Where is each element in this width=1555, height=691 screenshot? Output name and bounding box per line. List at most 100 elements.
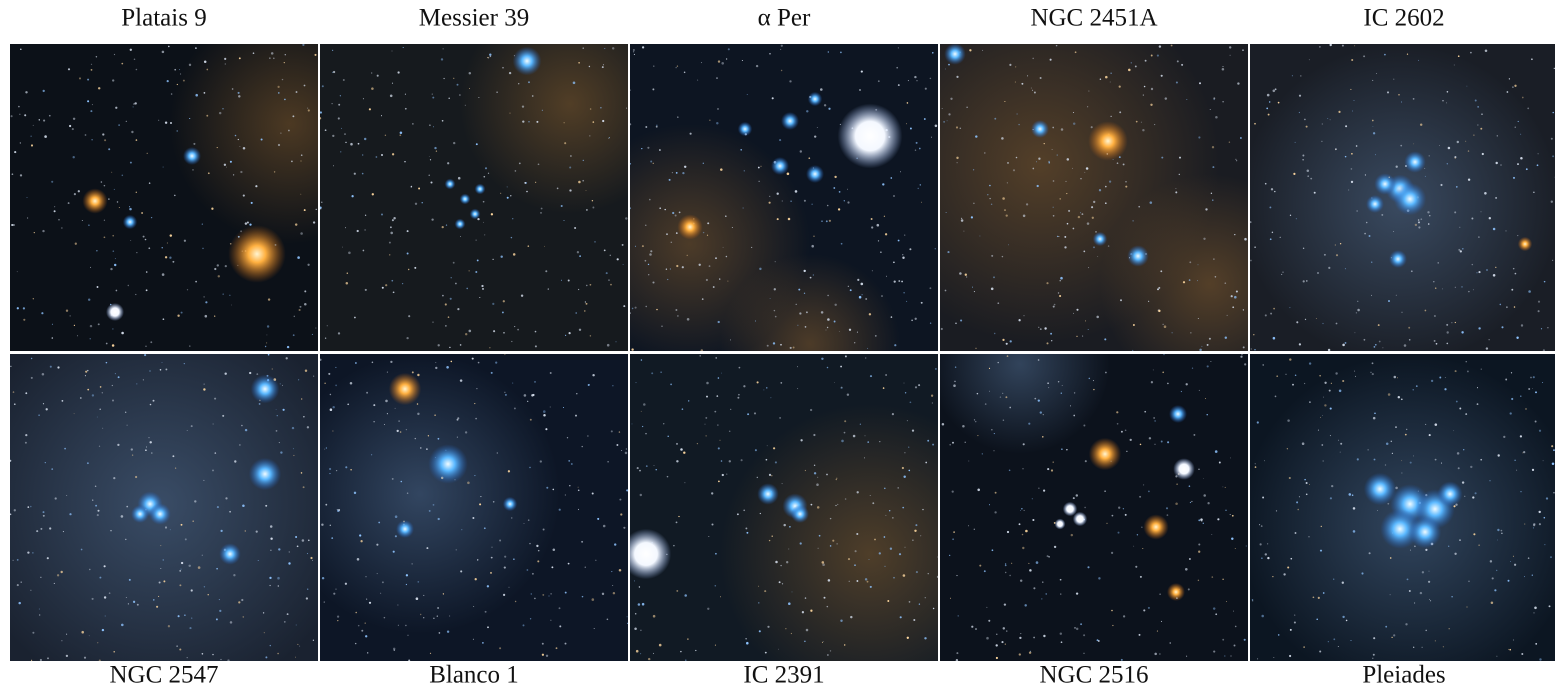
star: [899, 616, 902, 619]
star: [1053, 303, 1056, 306]
star: [1163, 325, 1167, 328]
star: [768, 201, 771, 204]
star: [1395, 294, 1397, 296]
star: [1506, 91, 1509, 93]
star: [1372, 79, 1374, 81]
star: [467, 481, 470, 485]
star: [640, 653, 642, 655]
star: [1454, 286, 1456, 288]
bright-star-glow: [677, 214, 703, 240]
star: [1429, 215, 1431, 217]
image-panel: [320, 44, 628, 351]
bright-star-glow: [183, 147, 201, 165]
star: [1468, 580, 1470, 583]
star: [84, 375, 86, 377]
star: [886, 275, 887, 277]
star: [1019, 579, 1023, 582]
star: [472, 638, 474, 640]
star: [170, 122, 172, 124]
star: [537, 163, 540, 166]
star: [177, 615, 180, 618]
star: [1287, 566, 1290, 569]
star: [142, 379, 144, 381]
star: [371, 361, 374, 364]
star: [794, 190, 798, 193]
star: [919, 184, 922, 186]
star: [1339, 243, 1342, 245]
star: [391, 279, 394, 282]
star: [1234, 295, 1237, 299]
star: [363, 137, 367, 141]
star: [1463, 449, 1465, 451]
bright-star-glow: [228, 225, 286, 283]
star: [370, 454, 373, 456]
star: [277, 585, 279, 587]
star: [1478, 544, 1480, 546]
star: [258, 402, 261, 405]
star: [1179, 156, 1181, 159]
star: [111, 344, 115, 347]
star: [1511, 288, 1514, 291]
star: [1538, 523, 1541, 526]
star: [660, 371, 662, 373]
star: [1309, 483, 1310, 485]
star: [1433, 339, 1436, 342]
star: [1033, 636, 1035, 639]
star: [1444, 388, 1447, 391]
star: [1171, 332, 1173, 334]
star: [1004, 563, 1007, 565]
star: [241, 598, 244, 602]
star: [589, 335, 592, 337]
star: [206, 114, 209, 117]
star: [411, 371, 414, 374]
star: [338, 509, 341, 511]
star: [375, 156, 378, 158]
star: [777, 648, 779, 650]
star: [1060, 128, 1064, 131]
star: [468, 270, 470, 272]
star: [892, 517, 894, 519]
bright-star-glow: [1393, 182, 1427, 216]
star: [267, 298, 271, 301]
star: [609, 137, 610, 139]
star: [97, 509, 100, 512]
star: [13, 509, 16, 512]
star: [999, 396, 1002, 398]
star: [404, 107, 407, 110]
star: [990, 287, 994, 291]
star: [1002, 197, 1005, 200]
star: [490, 213, 494, 216]
star: [1473, 533, 1476, 536]
star: [658, 643, 662, 647]
star: [518, 162, 521, 165]
star: [803, 269, 806, 273]
star: [541, 109, 543, 111]
star: [1281, 273, 1283, 275]
star: [715, 357, 717, 359]
star: [1297, 508, 1299, 511]
star: [1371, 261, 1373, 263]
star: [675, 309, 678, 311]
star: [1186, 98, 1188, 101]
star: [406, 230, 409, 233]
star: [806, 110, 809, 113]
star: [383, 424, 385, 425]
star: [1542, 460, 1544, 462]
star: [684, 594, 687, 597]
star: [250, 201, 253, 204]
star: [506, 186, 508, 188]
star: [531, 95, 534, 97]
star: [644, 259, 647, 262]
star: [1266, 107, 1269, 110]
star: [1398, 93, 1400, 96]
star: [1302, 247, 1305, 249]
star: [284, 98, 286, 101]
star: [141, 212, 144, 214]
star: [332, 405, 335, 409]
star: [1197, 579, 1200, 582]
star: [303, 84, 306, 87]
star: [717, 108, 719, 110]
star: [1041, 598, 1043, 600]
star: [1425, 423, 1427, 425]
bright-star-glow: [791, 505, 809, 523]
